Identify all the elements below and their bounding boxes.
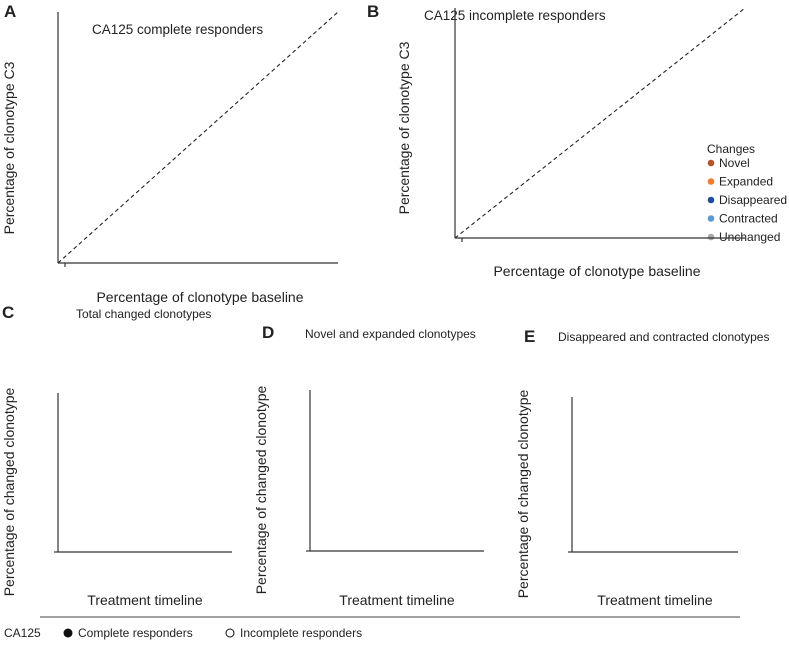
panel-d-xlabel: Treatment timeline xyxy=(339,592,455,608)
footer-legend-incomplete: Incomplete responders xyxy=(240,626,362,640)
incomplete-marker-icon xyxy=(225,628,235,638)
panel-a-ylabel: Percentage of clonotype C3 xyxy=(1,61,17,234)
legend-label-novel: Novel xyxy=(719,156,750,170)
panel-letter-c: C xyxy=(2,303,14,322)
panel-b-ylabel: Percentage of clonotype C3 xyxy=(396,41,412,214)
panel-a-diagonal xyxy=(57,11,339,264)
legend-label-expanded: Expanded xyxy=(719,175,773,189)
complete-marker-icon xyxy=(63,628,73,638)
panel-letter-e: E xyxy=(524,327,535,346)
panel-d-ylabel: Percentage of changed clonotype xyxy=(253,385,269,594)
footer-legend-title: CA125 xyxy=(4,626,41,640)
panel-letter-a: A xyxy=(4,2,16,21)
footer-legend-complete: Complete responders xyxy=(78,626,193,640)
panel-e-title: Disappeared and contracted clonotypes xyxy=(558,330,769,344)
panel-a-xlabel: Percentage of clonotype baseline xyxy=(96,289,303,305)
legend-marker-expanded xyxy=(707,178,715,185)
legend-marker-unchanged xyxy=(707,233,715,241)
panel-b-xlabel: Percentage of clonotype baseline xyxy=(493,263,700,279)
panel-b-diagonal xyxy=(454,7,746,239)
panel-c-ylabel: Percentage of changed clonotype xyxy=(1,387,17,596)
panel-a-title: CA125 complete responders xyxy=(92,22,263,37)
panel-e-xlabel: Treatment timeline xyxy=(597,592,713,608)
legend-label-unchanged: Unchanged xyxy=(719,230,780,244)
legend-marker-contracted xyxy=(707,215,715,222)
legend-marker-novel xyxy=(707,159,715,167)
panel-c-title: Total changed clonotypes xyxy=(76,307,211,321)
legend-title: Changes xyxy=(707,142,755,156)
legend-marker-disappeared xyxy=(707,196,715,204)
legend-label-contracted: Contracted xyxy=(719,212,778,226)
panel-letter-b: B xyxy=(367,2,379,21)
panel-b-title: CA125 incomplete responders xyxy=(424,8,606,23)
panel-e-ylabel: Percentage of changed clonotype xyxy=(515,389,531,598)
panel-c-xlabel: Treatment timeline xyxy=(87,592,203,608)
legend-label-disappeared: Disappeared xyxy=(719,193,787,207)
panel-letter-d: D xyxy=(262,323,274,342)
changes-legend: Changes Novel Expanded Disappeared Contr… xyxy=(707,142,787,244)
panel-d-title: Novel and expanded clonotypes xyxy=(305,327,476,341)
